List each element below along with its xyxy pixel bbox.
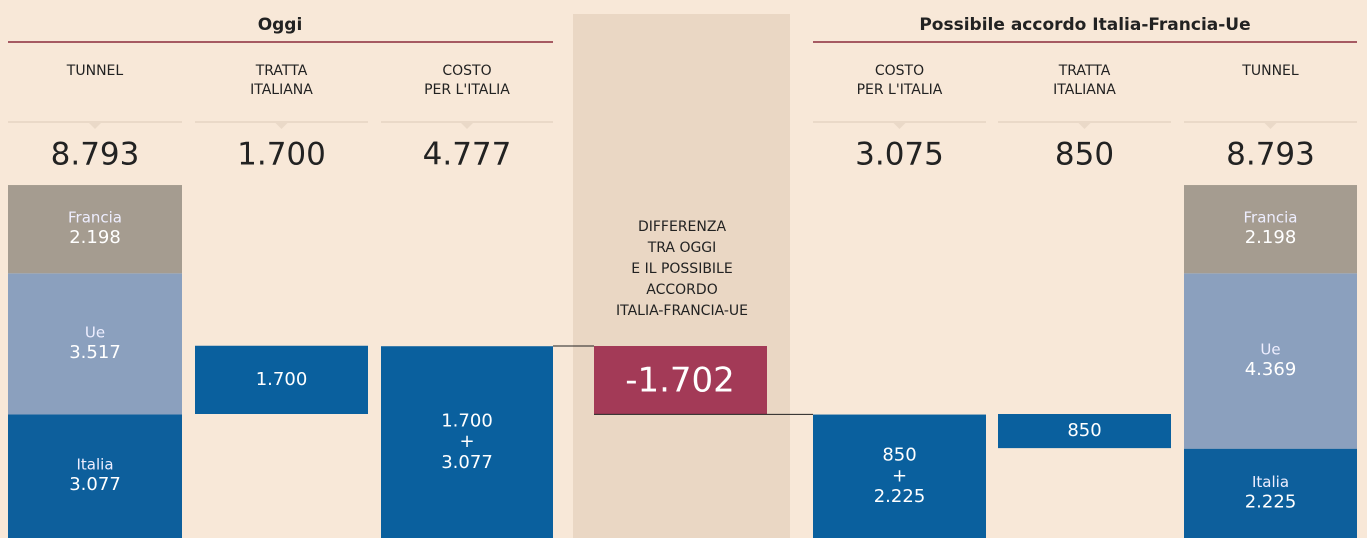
column-header: TUNNEL bbox=[66, 63, 124, 79]
difference-caption: ITALIA-FRANCIA-UE bbox=[616, 303, 748, 319]
difference-block bbox=[594, 346, 767, 415]
column-header: TRATTA bbox=[1058, 63, 1111, 79]
segment-name: Italia bbox=[76, 456, 113, 474]
column-total: 3.075 bbox=[855, 137, 944, 173]
segment-name: Italia bbox=[1252, 473, 1289, 491]
segment bbox=[1184, 448, 1357, 538]
segment-value: 2.198 bbox=[69, 227, 121, 248]
separator-notch bbox=[1263, 122, 1278, 129]
column-header: COSTO bbox=[442, 63, 491, 79]
block-label: 850 bbox=[882, 445, 916, 466]
difference-caption: TRA OGGI bbox=[647, 240, 717, 256]
column-header: TUNNEL bbox=[1241, 63, 1299, 79]
block-label: 1.700 bbox=[441, 410, 493, 431]
segment bbox=[8, 185, 182, 274]
column-header: PER L'ITALIA bbox=[857, 82, 943, 98]
segment-value: 2.198 bbox=[1245, 227, 1297, 248]
separator-notch bbox=[88, 122, 102, 129]
column-header: TRATTA bbox=[255, 63, 308, 79]
segment-value: 3.517 bbox=[69, 342, 121, 363]
difference-caption: ACCORDO bbox=[646, 282, 717, 298]
segment-value: 3.077 bbox=[69, 474, 121, 495]
column-header: ITALIANA bbox=[250, 82, 313, 98]
column-total: 4.777 bbox=[423, 137, 512, 173]
segment-name: Francia bbox=[1243, 209, 1297, 227]
difference-panel bbox=[573, 14, 790, 538]
difference-caption: E IL POSSIBILE bbox=[631, 261, 732, 277]
column-header: PER L'ITALIA bbox=[424, 82, 510, 98]
segment bbox=[1184, 185, 1357, 274]
block-label: 2.225 bbox=[874, 486, 926, 507]
block bbox=[381, 346, 553, 538]
segment-name: Ue bbox=[1260, 340, 1280, 358]
column-header: COSTO bbox=[875, 63, 924, 79]
separator-notch bbox=[892, 122, 907, 129]
block bbox=[195, 345, 368, 414]
separator-notch bbox=[1077, 122, 1092, 129]
column-header: ITALIANA bbox=[1053, 82, 1116, 98]
separator-notch bbox=[274, 122, 289, 129]
segment bbox=[1184, 273, 1357, 449]
segment-name: Francia bbox=[68, 209, 122, 227]
block-label: + bbox=[892, 465, 907, 486]
column-total: 1.700 bbox=[237, 137, 326, 173]
segment-value: 4.369 bbox=[1245, 359, 1297, 380]
block bbox=[813, 414, 986, 538]
segment-name: Ue bbox=[85, 323, 105, 341]
block bbox=[998, 414, 1171, 449]
column-total: 8.793 bbox=[51, 137, 140, 173]
block-label: 850 bbox=[1067, 420, 1101, 441]
column-total: 850 bbox=[1055, 137, 1114, 173]
column-total: 8.793 bbox=[1226, 137, 1315, 173]
block-label: 3.077 bbox=[441, 452, 493, 473]
block-label: + bbox=[459, 431, 474, 452]
block-label: 1.700 bbox=[256, 369, 308, 390]
segment-value: 2.225 bbox=[1245, 491, 1297, 512]
separator-notch bbox=[460, 122, 474, 129]
difference-caption: DIFFERENZA bbox=[638, 219, 726, 235]
difference-value: -1.702 bbox=[625, 361, 735, 401]
section-title: Possibile accordo Italia-Francia-Ue bbox=[919, 15, 1250, 35]
section-title: Oggi bbox=[258, 15, 303, 35]
segment bbox=[8, 273, 182, 415]
segment bbox=[8, 414, 182, 538]
